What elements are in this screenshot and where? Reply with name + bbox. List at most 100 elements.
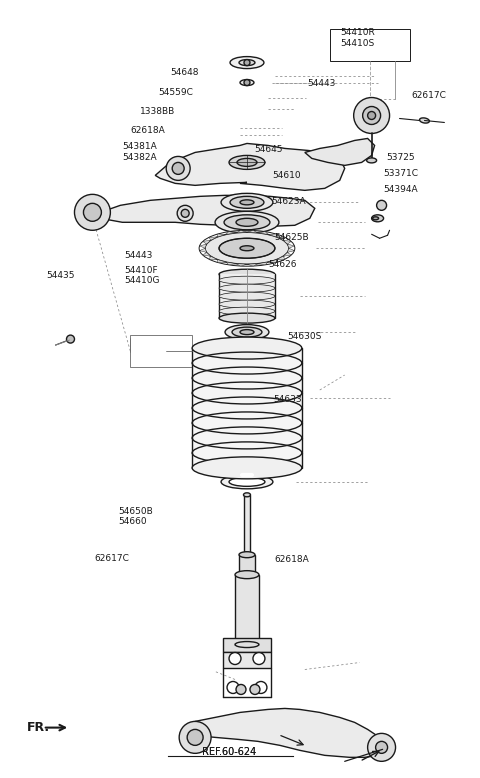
- Text: 54394A: 54394A: [384, 185, 418, 194]
- Ellipse shape: [229, 156, 265, 170]
- Circle shape: [227, 682, 239, 693]
- Text: FR.: FR.: [27, 721, 50, 734]
- Ellipse shape: [243, 492, 251, 497]
- Circle shape: [368, 111, 376, 120]
- Polygon shape: [305, 138, 374, 166]
- Circle shape: [236, 685, 246, 695]
- Polygon shape: [155, 143, 345, 191]
- Text: 54435: 54435: [46, 271, 75, 280]
- Text: 54410R
54410S: 54410R 54410S: [340, 28, 375, 47]
- Ellipse shape: [240, 246, 254, 251]
- Text: 53371C: 53371C: [384, 169, 419, 177]
- Ellipse shape: [219, 276, 275, 284]
- Circle shape: [255, 682, 267, 693]
- Polygon shape: [209, 237, 217, 240]
- Text: 53725: 53725: [386, 153, 415, 162]
- Ellipse shape: [205, 233, 289, 265]
- Ellipse shape: [240, 330, 254, 335]
- Ellipse shape: [215, 212, 279, 233]
- Polygon shape: [244, 495, 250, 555]
- Text: 62617C: 62617C: [411, 91, 446, 100]
- Circle shape: [354, 97, 390, 134]
- Circle shape: [172, 163, 184, 174]
- Circle shape: [187, 730, 203, 745]
- Polygon shape: [236, 264, 247, 266]
- Circle shape: [166, 156, 190, 180]
- Polygon shape: [200, 244, 206, 248]
- Circle shape: [179, 721, 211, 753]
- Polygon shape: [258, 232, 268, 234]
- Text: 54626: 54626: [269, 261, 297, 269]
- Circle shape: [181, 209, 189, 217]
- Bar: [130, 335, 192, 367]
- Circle shape: [377, 201, 386, 210]
- Text: REF.60-624: REF.60-624: [203, 747, 257, 757]
- Text: 54443: 54443: [124, 251, 153, 260]
- Polygon shape: [200, 248, 206, 252]
- Ellipse shape: [221, 194, 273, 212]
- Ellipse shape: [236, 219, 258, 226]
- Bar: [330, 29, 409, 61]
- Ellipse shape: [229, 478, 265, 486]
- Polygon shape: [226, 262, 236, 265]
- Ellipse shape: [219, 284, 275, 293]
- Ellipse shape: [239, 60, 255, 65]
- Ellipse shape: [219, 238, 275, 258]
- Polygon shape: [247, 230, 258, 233]
- Circle shape: [363, 107, 381, 124]
- Circle shape: [250, 685, 260, 695]
- Ellipse shape: [372, 217, 379, 220]
- Ellipse shape: [235, 650, 259, 658]
- Ellipse shape: [372, 215, 384, 222]
- Ellipse shape: [219, 269, 275, 279]
- Ellipse shape: [230, 57, 264, 68]
- Polygon shape: [217, 234, 226, 237]
- Ellipse shape: [219, 293, 275, 300]
- Polygon shape: [235, 575, 259, 654]
- Ellipse shape: [192, 457, 302, 478]
- Polygon shape: [268, 260, 276, 262]
- Circle shape: [376, 741, 387, 753]
- Ellipse shape: [367, 158, 377, 163]
- Circle shape: [244, 79, 250, 86]
- Text: 54645: 54645: [254, 145, 283, 154]
- Text: 54623A: 54623A: [272, 197, 306, 205]
- Ellipse shape: [240, 79, 254, 86]
- Circle shape: [84, 203, 101, 221]
- Ellipse shape: [235, 642, 259, 647]
- Text: 1338BB: 1338BB: [140, 107, 175, 116]
- Polygon shape: [258, 262, 268, 265]
- Text: 54648: 54648: [170, 68, 199, 77]
- Text: 62617C: 62617C: [94, 554, 129, 562]
- Ellipse shape: [219, 313, 275, 323]
- Ellipse shape: [235, 571, 259, 579]
- Circle shape: [177, 205, 193, 221]
- Ellipse shape: [219, 300, 275, 308]
- Circle shape: [368, 734, 396, 762]
- Circle shape: [244, 60, 250, 65]
- Polygon shape: [223, 651, 271, 668]
- Ellipse shape: [225, 324, 269, 339]
- Circle shape: [253, 653, 265, 664]
- Text: 54443: 54443: [307, 79, 336, 88]
- Polygon shape: [276, 256, 285, 260]
- Ellipse shape: [232, 327, 262, 337]
- Polygon shape: [188, 709, 384, 757]
- Ellipse shape: [219, 307, 275, 315]
- Text: 54559C: 54559C: [158, 88, 193, 96]
- Polygon shape: [283, 252, 291, 256]
- Polygon shape: [203, 240, 211, 244]
- Ellipse shape: [230, 196, 264, 209]
- Bar: [223, 637, 271, 651]
- Ellipse shape: [239, 572, 255, 577]
- Polygon shape: [209, 256, 217, 260]
- Circle shape: [67, 335, 74, 343]
- Circle shape: [74, 194, 110, 230]
- Polygon shape: [283, 240, 291, 244]
- Text: 54625B: 54625B: [275, 233, 309, 242]
- Polygon shape: [192, 348, 302, 468]
- Circle shape: [229, 653, 241, 664]
- Polygon shape: [226, 232, 236, 234]
- Text: 62618A: 62618A: [275, 555, 309, 564]
- Polygon shape: [236, 230, 247, 233]
